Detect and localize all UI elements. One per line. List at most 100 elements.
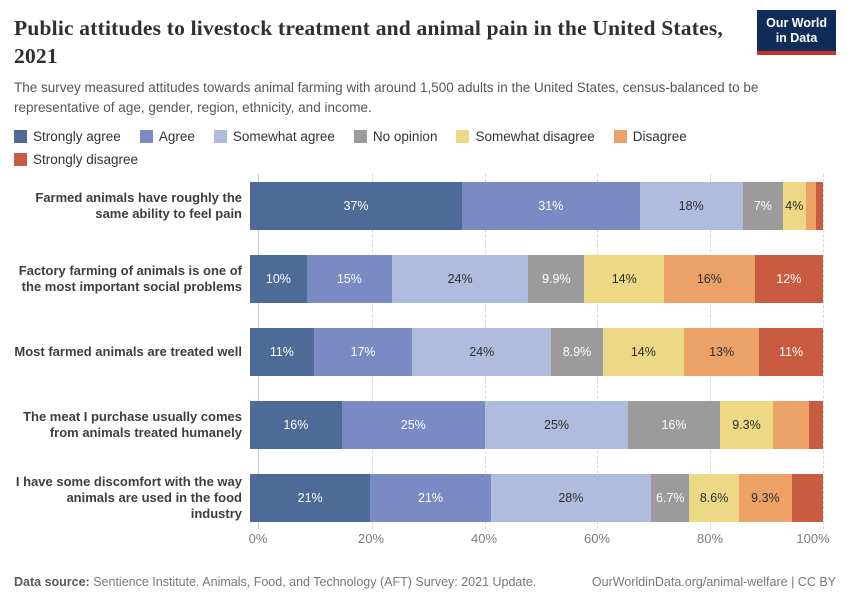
value-label: 25% xyxy=(400,418,426,432)
bar-segment-strongly-disagree[interactable] xyxy=(816,182,823,230)
value-label: 28% xyxy=(558,491,584,505)
legend-item-somewhat-disagree[interactable]: Somewhat disagree xyxy=(456,128,595,145)
chart-row-5: I have some discomfort with the way anim… xyxy=(14,474,823,522)
bar-segment-somewhat-agree[interactable]: 24% xyxy=(412,328,552,376)
bar-track: 16% 25% 25% 16% 9.3% xyxy=(250,401,823,449)
legend-item-disagree[interactable]: Disagree xyxy=(613,128,687,145)
bar-segment-no-opinion[interactable]: 9.9% xyxy=(528,255,585,303)
chart: Farmed animals have roughly the same abi… xyxy=(14,174,836,550)
bar-track: 21% 21% 28% 6.7% 8.6% 9.3% xyxy=(250,474,823,522)
bar-segment-strongly-agree[interactable]: 21% xyxy=(250,474,371,522)
legend-item-somewhat-agree[interactable]: Somewhat agree xyxy=(213,128,335,145)
legend-label: Agree xyxy=(158,129,195,144)
value-label: 4% xyxy=(785,199,804,213)
legend-item-agree[interactable]: Agree xyxy=(139,128,195,145)
legend-swatch-no-opinion xyxy=(353,130,367,143)
bar-segment-somewhat-disagree[interactable]: 8.6% xyxy=(689,474,739,522)
data-source: Data source: Sentience Institute. Animal… xyxy=(14,575,536,589)
bar-segment-no-opinion[interactable]: 6.7% xyxy=(651,474,690,522)
bar-segment-somewhat-agree[interactable]: 25% xyxy=(484,401,629,449)
bar-segment-agree[interactable]: 17% xyxy=(313,328,413,376)
value-label: 9.3% xyxy=(751,491,780,505)
value-label: 11% xyxy=(779,345,804,359)
value-label: 9.3% xyxy=(732,418,761,432)
x-tick-40pct: 40% xyxy=(470,531,498,546)
value-label: 11% xyxy=(269,345,294,359)
legend-label: Somewhat agree xyxy=(232,129,335,144)
bar-segment-strongly-agree[interactable]: 37% xyxy=(250,182,462,230)
legend-swatch-disagree xyxy=(613,130,627,143)
bar-segment-disagree[interactable]: 16% xyxy=(663,255,755,303)
value-label: 10% xyxy=(265,272,291,286)
chart-row-1: Farmed animals have roughly the same abi… xyxy=(14,182,823,230)
bar-segment-strongly-disagree[interactable] xyxy=(808,401,823,449)
category-label: The meat I purchase usually comes from a… xyxy=(23,409,242,440)
legend-item-no-opinion[interactable]: No opinion xyxy=(353,128,438,145)
value-label: 24% xyxy=(469,345,495,359)
data-source-text: Sentience Institute. Animals, Food, and … xyxy=(89,575,537,589)
bar-segment-disagree[interactable] xyxy=(805,182,817,230)
legend-label: No opinion xyxy=(372,129,438,144)
legend-label: Strongly disagree xyxy=(33,152,139,167)
chart-row-3: Most farmed animals are treated well 11% 1… xyxy=(14,328,823,376)
bar-segment-somewhat-agree[interactable]: 28% xyxy=(490,474,652,522)
value-label: 12% xyxy=(776,272,802,286)
chart-rows: Farmed animals have roughly the same abi… xyxy=(14,174,824,529)
value-label: 8.9% xyxy=(562,345,592,359)
bar-segment-strongly-agree[interactable]: 10% xyxy=(250,255,307,303)
value-label: 7% xyxy=(753,199,772,213)
bar-segment-somewhat-disagree[interactable]: 14% xyxy=(602,328,684,376)
legend-swatch-strongly-agree xyxy=(14,130,27,143)
value-label: 31% xyxy=(538,199,564,213)
bar-segment-disagree[interactable]: 13% xyxy=(683,328,760,376)
chart-row-2: Factory farming of animals is one of the… xyxy=(14,255,823,303)
value-label: 13% xyxy=(709,345,735,359)
value-label: 24% xyxy=(447,272,473,286)
bar-track: 37% 31% 18% 7% 4% xyxy=(250,182,823,230)
bar-segment-strongly-agree[interactable]: 11% xyxy=(250,328,314,376)
value-label: 17% xyxy=(350,345,376,359)
bar-track: 10% 15% 24% 9.9% 14% 16% 12% xyxy=(250,255,823,303)
bar-segment-agree[interactable]: 21% xyxy=(370,474,491,522)
category-label: I have some discomfort with the way anim… xyxy=(15,474,242,521)
bar-segment-disagree[interactable]: 9.3% xyxy=(738,474,793,522)
bar-segment-agree[interactable]: 15% xyxy=(306,255,392,303)
legend-item-strongly-disagree[interactable]: Strongly disagree xyxy=(14,151,138,168)
owid-url-license[interactable]: OurWorldinData.org/animal-welfare | CC B… xyxy=(591,575,836,589)
bar-segment-strongly-disagree[interactable] xyxy=(792,474,823,522)
bar-segment-somewhat-disagree[interactable]: 14% xyxy=(584,255,664,303)
bar-segment-no-opinion[interactable]: 16% xyxy=(628,401,720,449)
value-label: 14% xyxy=(630,345,656,359)
bar-segment-somewhat-disagree[interactable]: 9.3% xyxy=(719,401,774,449)
value-label: 16% xyxy=(696,272,722,286)
bar-segment-no-opinion[interactable]: 8.9% xyxy=(551,328,603,376)
chart-row-4: The meat I purchase usually comes from a… xyxy=(14,401,823,449)
bar-segment-agree[interactable]: 31% xyxy=(462,182,640,230)
bar-track: 11% 17% 24% 8.9% 14% 13% 11% xyxy=(250,328,823,376)
category-label: Most farmed animals are treated well xyxy=(14,344,242,359)
value-label: 6.7% xyxy=(656,491,685,505)
legend-label: Somewhat disagree xyxy=(475,129,595,144)
bar-segment-somewhat-agree[interactable]: 24% xyxy=(391,255,529,303)
bar-segment-agree[interactable]: 25% xyxy=(341,401,485,449)
legend-item-strongly-agree[interactable]: Strongly agree xyxy=(14,128,121,145)
value-label: 21% xyxy=(297,491,323,505)
bar-segment-somewhat-disagree[interactable]: 4% xyxy=(782,182,806,230)
value-label: 14% xyxy=(611,272,637,286)
x-tick-80pct: 80% xyxy=(696,531,724,546)
bar-segment-strongly-disagree[interactable]: 12% xyxy=(754,255,823,303)
x-axis: 0% 20% 40% 60% 80% 100% xyxy=(249,522,830,550)
bar-segment-disagree[interactable] xyxy=(773,401,809,449)
value-label: 25% xyxy=(544,418,570,432)
x-tick-0pct: 0% xyxy=(248,531,268,546)
value-label: 16% xyxy=(661,418,687,432)
bar-segment-no-opinion[interactable]: 7% xyxy=(742,182,783,230)
bar-segment-strongly-disagree[interactable]: 11% xyxy=(759,328,823,376)
value-label: 37% xyxy=(343,199,369,213)
owid-logo[interactable]: Our World in Data xyxy=(757,10,836,55)
bar-segment-somewhat-agree[interactable]: 18% xyxy=(639,182,743,230)
category-label: Farmed animals have roughly the same abi… xyxy=(35,190,242,221)
x-tick-60pct: 60% xyxy=(583,531,611,546)
bar-segment-strongly-agree[interactable]: 16% xyxy=(250,401,342,449)
